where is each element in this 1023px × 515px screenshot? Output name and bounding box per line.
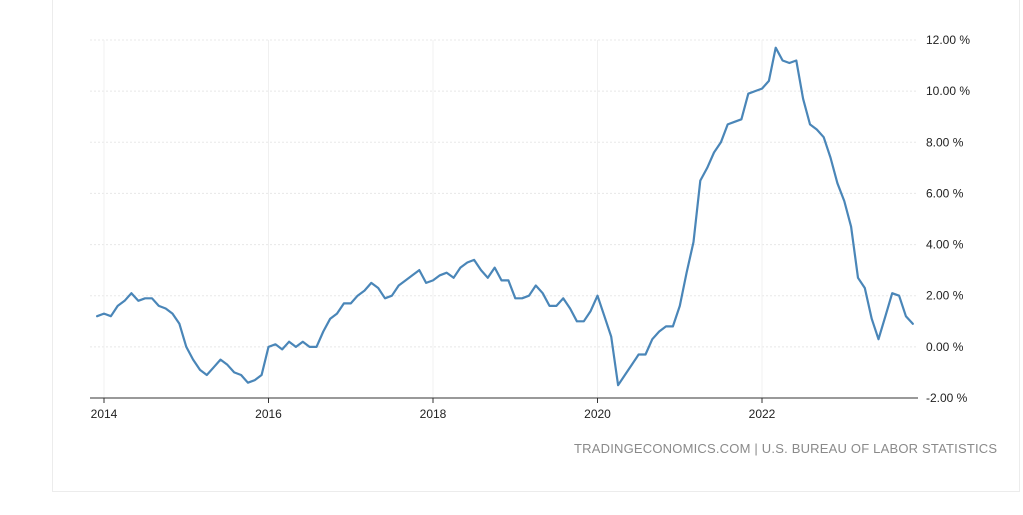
series-line: [95, 46, 914, 387]
y-tick-label: 10.00 %: [926, 84, 970, 98]
y-tick-label: 6.00 %: [926, 186, 964, 200]
x-tick-label: 2018: [420, 407, 447, 421]
source-attribution: TRADINGECONOMICS.COM | U.S. BUREAU OF LA…: [574, 441, 998, 456]
y-axis-ticks: 12.00 % 10.00 % 8.00 % 6.00 % 4.00 % 2.00 % 0.…: [926, 33, 970, 405]
x-tick-label: 2022: [749, 407, 776, 421]
x-axis-ticks: 2014 2016 2018 2020 2022: [91, 398, 776, 421]
y-tick-label: -2.00 %: [926, 391, 968, 405]
x-tick-label: 2020: [584, 407, 611, 421]
x-tick-label: 2014: [91, 407, 118, 421]
y-tick-label: 4.00 %: [926, 238, 964, 252]
y-tick-label: 12.00 %: [926, 33, 970, 47]
chart-card: [52, 0, 1020, 492]
y-tick-label: 8.00 %: [926, 135, 964, 149]
grid-lines: [90, 39, 918, 398]
y-tick-label: 0.00 %: [926, 340, 964, 354]
series-layer: [95, 46, 914, 387]
y-tick-label: 2.00 %: [926, 289, 964, 303]
x-tick-label: 2016: [255, 407, 282, 421]
